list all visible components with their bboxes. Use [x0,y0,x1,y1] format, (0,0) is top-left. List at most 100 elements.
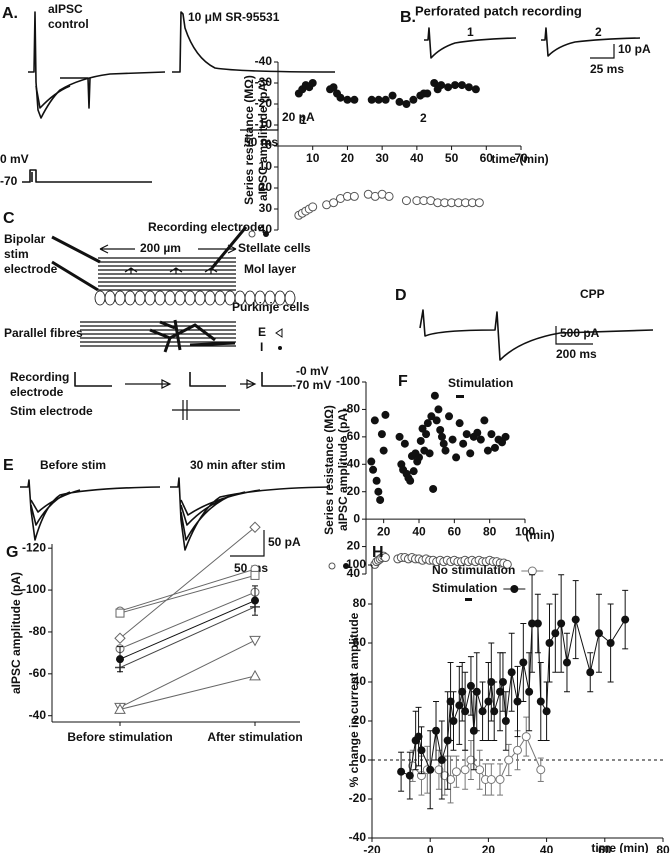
marker [557,619,566,628]
marker [414,732,423,741]
marker [417,746,426,755]
marker [369,465,378,474]
marker [545,639,554,647]
trace [170,477,331,551]
marker [513,745,522,755]
stimulus-bar [465,598,472,601]
diagram-label: stim [4,247,29,261]
x-tick-label: 60 [480,151,494,165]
marker [496,687,505,696]
panel-label: A. [2,5,18,22]
marker [381,95,390,104]
marker [459,439,468,448]
series-line [119,606,256,669]
voltage-step [22,169,152,183]
x-tick-label: 60 [448,524,462,538]
marker [458,687,467,696]
scale-label: 20 pA [282,110,315,124]
scale-label: 25 ms [590,62,624,76]
x-tick-label: 20 [482,843,496,853]
marker [439,439,448,448]
marker [379,446,388,455]
panel-d: D CPP 500 pA 200 ms [395,287,654,361]
marker [437,81,446,90]
stim-electrode [51,235,101,292]
trace-label: aIPSC [48,2,83,16]
marker [484,697,493,706]
marker [444,83,453,92]
marker [483,446,492,455]
y-tick-label: -40 [29,708,47,722]
series-line [119,574,256,614]
marker [446,697,455,706]
marker [434,405,443,414]
x-tick-label: Before stimulation [67,730,172,744]
purkinje-cell [284,290,296,306]
marker [425,449,434,458]
marker [250,570,260,580]
x-tick-label: 40 [412,524,426,538]
trace [20,479,161,541]
marker [478,707,487,716]
y-axis-label: Series resistance (MΩ) [322,405,336,535]
annotation: 2 [420,111,427,125]
marker [434,765,444,775]
marker [377,430,386,439]
marker [395,97,404,106]
scale-bar [230,530,265,557]
marker [542,707,551,716]
panel-label: D [395,287,407,304]
y-tick-label: -20 [343,484,361,498]
marker [457,81,466,90]
panel-c: C Bipolar stim electrode Recording elect… [3,210,331,420]
legend-symbol [278,346,282,350]
marker [432,416,441,425]
marker [562,658,571,667]
marker [251,596,259,605]
purkinje-cell [144,290,156,306]
y-tick-label: -20 [255,96,273,110]
y-tick-label: -40 [349,830,367,844]
marker [423,419,432,428]
y-tick-label: 0 [359,752,366,766]
y-tick-label: -40 [255,54,273,68]
marker [474,198,484,208]
y-tick-label: 80 [353,596,367,610]
arrow [125,379,257,389]
y-tick-label: 10 [259,159,273,173]
x-axis-label: (min) [525,528,554,542]
marker [401,196,411,206]
x-tick-label: 30 [375,151,389,165]
y-tick-label: -100 [22,582,46,596]
marker [501,432,510,441]
marker [536,697,545,706]
marker [402,100,411,108]
mol-layer [98,257,236,291]
marker [374,95,383,104]
legend-label: Stimulation [432,581,497,595]
marker [462,430,471,439]
marker [349,191,359,201]
trace [541,27,641,57]
legend-label: No stimulation [432,563,515,577]
trace-label: control [48,17,89,31]
scale-label: 50 ms [244,135,278,149]
marker [471,85,480,94]
x-tick-label: 20 [377,524,391,538]
y-tick-label: -60 [343,429,361,443]
marker [461,707,470,716]
marker [426,765,435,774]
purkinje-cell [154,290,166,306]
marker [525,687,534,696]
marker [513,697,522,706]
series-line [119,639,256,708]
diagram-label: Recording electrode [148,220,264,234]
panel-a: A. aIPSC control 10 μM SR-95531 20 pA 50… [0,2,336,188]
marker [466,755,476,765]
purkinje-cell [214,290,226,306]
stimulus-bar [456,395,464,398]
y-tick-label: -30 [255,75,273,89]
scale-label: 10 pA [618,42,651,56]
marker [114,632,126,644]
y-axis-label: aIPSC amplitude (pA) [256,79,270,201]
